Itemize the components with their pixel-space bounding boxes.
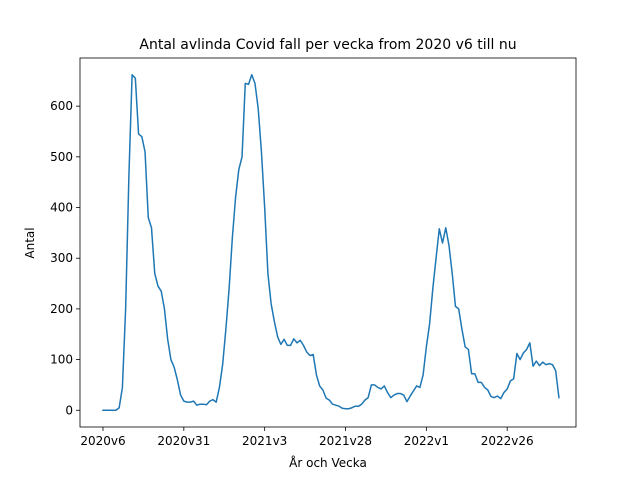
x-tick-label: 2021v28 [319,434,372,448]
y-axis-label: Antal [23,227,37,258]
chart-title: Antal avlinda Covid fall per vecka from … [139,37,516,53]
x-tick-label: 2020v6 [80,434,125,448]
x-tick-label: 2022v1 [404,434,449,448]
x-tick-label: 2022v26 [481,434,534,448]
y-tick-label: 100 [50,353,73,367]
series-line [102,73,560,412]
y-tick-label: 300 [50,251,73,265]
y-tick-label: 600 [50,99,73,113]
plot-frame [79,57,577,428]
x-tick-label: 2020v31 [157,434,210,448]
x-axis-label: År och Vecka [289,455,367,470]
y-tick-label: 200 [50,302,73,316]
plot-area: 2020v6 2020v31 2021v3 2021v28 2022v1 2022v26 0… [50,57,577,448]
x-tick-label: 2021v3 [242,434,287,448]
y-tick-label: 400 [50,201,73,215]
y-tick-label: 500 [50,150,73,164]
y-tick-label: 0 [65,403,73,417]
